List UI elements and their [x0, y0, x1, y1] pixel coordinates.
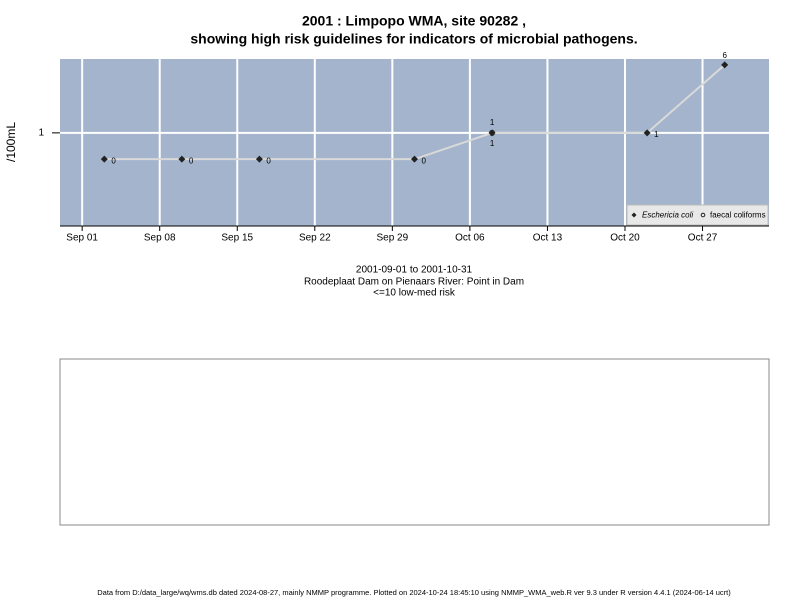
- point: [643, 129, 651, 137]
- legend-marker: [700, 212, 706, 218]
- x-tick-label: Sep 15: [221, 233, 253, 244]
- subtitle: Roodeplaat Dam on Pienaars River: Point …: [304, 277, 524, 288]
- chart-title: 2001 : Limpopo WMA, site 90282 ,: [302, 13, 526, 29]
- point: [255, 155, 263, 163]
- x-tick-label: Sep 08: [144, 233, 176, 244]
- data-label: 0: [422, 156, 427, 165]
- x-tick-label: Oct 27: [688, 233, 718, 244]
- subtitle: 2001-09-01 to 2001-10-31: [356, 265, 473, 276]
- point: [178, 155, 186, 163]
- x-tick-label: Sep 29: [376, 233, 408, 244]
- y-tick-label: 1: [38, 128, 44, 139]
- x-tick-label: Oct 13: [533, 233, 563, 244]
- empty-panel: [59, 358, 770, 526]
- x-tick-label: Sep 22: [299, 233, 331, 244]
- point: [488, 129, 496, 137]
- data-label: 6: [722, 51, 727, 60]
- subtitle: <=10 low-med risk: [373, 288, 456, 299]
- data-label: 1: [490, 118, 495, 127]
- data-label: 0: [266, 156, 271, 165]
- plot-background: [60, 59, 769, 226]
- point: [721, 61, 729, 69]
- data-label: 0: [111, 156, 116, 165]
- legend-marker: [631, 212, 637, 218]
- point: [411, 155, 418, 163]
- footer: Data from D:/data_large/wq/wms.db dated …: [97, 588, 731, 597]
- x-tick-label: Oct 20: [610, 233, 640, 244]
- point: [100, 155, 108, 163]
- data-label: 1: [490, 139, 495, 148]
- legend-label: Eschericia coli: [642, 211, 693, 220]
- chart-title: showing high risk guidelines for indicat…: [190, 31, 637, 47]
- data-label: 0: [189, 156, 194, 165]
- x-tick-label: Oct 06: [455, 233, 485, 244]
- y-axis-label: /100mL: [4, 122, 18, 162]
- legend-label: faecal coliforms: [710, 211, 766, 220]
- legend-box: [626, 204, 769, 226]
- x-tick-label: Sep 01: [66, 233, 98, 244]
- data-label: 1: [654, 130, 659, 139]
